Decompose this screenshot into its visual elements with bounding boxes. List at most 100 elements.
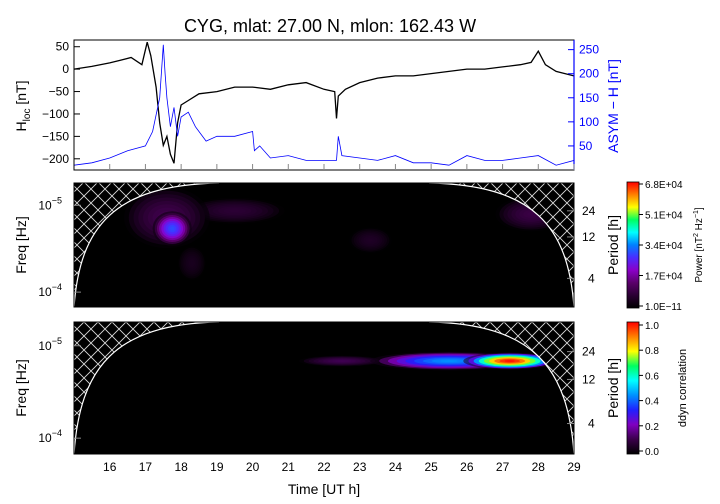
correlation-colorbar-label: ddyn correlation <box>677 349 689 427</box>
heatmap-background <box>74 322 574 454</box>
power-colorbar-tick-label: 5.1E+04 <box>645 211 683 222</box>
power-colorbar-tick-label: 6.8E+04 <box>645 180 683 191</box>
heatmap-blob-layer <box>190 261 194 266</box>
hloc-tick-label: 0 <box>62 62 69 76</box>
freq-tick-label: 10−5 <box>38 336 62 353</box>
hloc-tick-label: 50 <box>56 40 70 54</box>
corr-period-axis-label: Period [h] <box>605 358 621 418</box>
power-label-main: Power [nT <box>694 237 705 283</box>
heatmap-blob-layer <box>504 360 515 362</box>
correlation-colorbar-tick-label: 0.2 <box>645 422 659 433</box>
time-tick-label: 22 <box>317 460 331 474</box>
freq-tick-base: 10 <box>38 198 52 212</box>
power-frame <box>73 182 575 308</box>
power-label-rest: Hz <box>694 218 705 233</box>
heatmap-blob <box>299 355 385 367</box>
time-axis-label: Time [UT h] <box>288 481 360 497</box>
correlation-colorbar-tick-label: 0.6 <box>645 371 659 382</box>
time-tick-label: 23 <box>353 460 367 474</box>
power-period-axis-label: Period [h] <box>605 215 621 275</box>
freq-tick-label: 10−4 <box>38 282 62 299</box>
power-colorbar-tick-label: 1.0E−11 <box>645 302 682 313</box>
freq-tick-exponent: −4 <box>52 428 62 438</box>
correlation-colorbar-ramp <box>626 321 640 455</box>
freq-tick-base: 10 <box>38 285 52 299</box>
asym-h-tick-label: 250 <box>579 43 599 57</box>
correlation-frame <box>73 321 575 455</box>
freq-tick-label: 10−4 <box>38 428 62 445</box>
heatmap-blob <box>152 211 192 246</box>
heatmap-blob-layer <box>440 359 458 363</box>
power-label-sup2: −1 <box>693 210 700 218</box>
magnetometer-panel: 50 0 −50 −100 −150 −200 250 200 150 100 50 Hloc [… <box>13 39 621 454</box>
hloc-series-line <box>74 42 574 164</box>
hloc-axis-label: Hloc [nT] <box>13 81 33 132</box>
correlation-colorbar-tick-label: 0.8 <box>645 346 659 357</box>
heatmap-blob <box>177 245 207 281</box>
asym-h-axis-label: ASYM − H [nT] <box>605 59 621 153</box>
hloc-label-sub: loc <box>22 109 33 122</box>
heatmap-blob <box>184 197 285 224</box>
freq-tick-label: 10−5 <box>38 195 62 212</box>
corr-freq-axis-label: Freq [Hz] <box>13 359 29 417</box>
asym-h-tick-label: 50 <box>579 139 593 153</box>
coi-boundary-left <box>74 322 220 454</box>
correlation-colorbar: 1.0 0.8 0.6 0.4 0.2 0.0 ddyn correlation <box>626 321 689 458</box>
time-tick-label: 26 <box>460 460 474 474</box>
period-tick-label: 24 <box>582 345 596 359</box>
period-tick-label: 24 <box>582 204 596 218</box>
hloc-label-unit: [nT] <box>13 81 29 109</box>
freq-tick-exponent: −5 <box>52 336 62 346</box>
time-tick-label: 17 <box>139 460 153 474</box>
period-tick-label: 12 <box>582 230 596 244</box>
heatmap-blob-layer <box>229 209 241 213</box>
power-colorbar: 6.8E+04 5.1E+04 3.4E+04 1.7E+04 1.0E−11 Powe… <box>626 180 705 313</box>
correlation-colorbar-tick-label: 0.0 <box>645 447 659 458</box>
freq-tick-exponent: −4 <box>52 282 62 292</box>
time-tick-label: 28 <box>532 460 546 474</box>
coi-boundary-left <box>74 183 220 307</box>
asym-h-tick-label: 200 <box>579 67 599 81</box>
correlation-colorbar-tick-label: 0.4 <box>645 397 659 408</box>
asym-h-series-line <box>74 44 574 166</box>
time-tick-label: 24 <box>389 460 403 474</box>
freq-tick-base: 10 <box>38 339 52 353</box>
hloc-tick-label: −100 <box>42 107 69 121</box>
time-tick-label: 20 <box>246 460 260 474</box>
freq-tick-base: 10 <box>38 431 52 445</box>
period-tick-label: 4 <box>588 271 595 285</box>
power-colorbar-ramp <box>626 181 640 309</box>
power-colorbar-label: Power [nT2 Hz−1] <box>693 207 705 282</box>
freq-tick-exponent: −5 <box>52 195 62 205</box>
power-colorbar-tick-label: 1.7E+04 <box>645 272 683 283</box>
magnetometer-frame <box>73 39 575 171</box>
asym-h-tick-label: 100 <box>579 115 599 129</box>
asym-h-tick-label: 150 <box>579 91 599 105</box>
time-tick-label: 16 <box>103 460 117 474</box>
hloc-tick-label: −50 <box>49 85 70 99</box>
heatmap-blob <box>349 227 392 254</box>
period-tick-label: 4 <box>588 417 595 431</box>
power-label-end: ] <box>694 207 705 210</box>
heatmap-blob-layer <box>170 226 175 231</box>
heatmap-blob-layer <box>337 360 347 362</box>
hloc-label-main: H <box>13 121 29 131</box>
power-colorbar-tick-label: 3.4E+04 <box>645 241 683 252</box>
time-tick-label: 19 <box>210 460 224 474</box>
time-tick-label: 18 <box>174 460 188 474</box>
figure-title: CYG, mlat: 27.00 N, mlon: 162.43 W <box>184 16 476 36</box>
heatmap-blob-layer <box>368 238 373 242</box>
power-freq-axis-label: Freq [Hz] <box>13 216 29 274</box>
heatmap-blob <box>463 352 557 370</box>
time-tick-label: 29 <box>567 460 581 474</box>
correlation-colorbar-tick-label: 1.0 <box>645 321 659 332</box>
time-tick-label: 25 <box>424 460 438 474</box>
hloc-tick-label: −150 <box>42 129 69 143</box>
period-tick-label: 12 <box>582 372 596 386</box>
hloc-tick-label: −200 <box>42 152 69 166</box>
heatmap-blob-layer <box>527 212 536 217</box>
time-tick-label: 21 <box>282 460 296 474</box>
